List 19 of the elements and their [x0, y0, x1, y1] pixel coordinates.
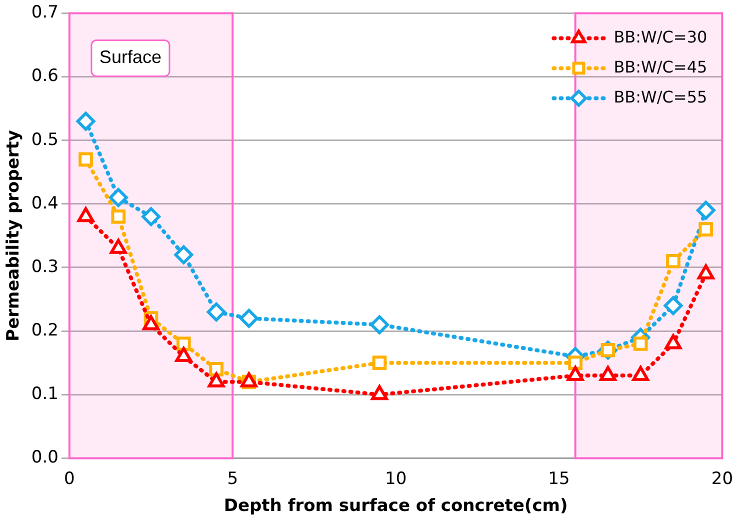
y-tick-label: 0.6	[31, 66, 58, 86]
y-axis-title: Permeability property	[4, 130, 24, 342]
y-tick-label: 0.7	[31, 2, 58, 23]
x-tick-label: 10	[384, 468, 407, 489]
x-tick-label: 5	[227, 468, 238, 489]
y-tick-label: 0.0	[31, 448, 58, 468]
x-tick-label: 20	[711, 468, 734, 489]
x-tick-label: 0	[64, 468, 75, 489]
y-tick-label: 0.5	[31, 130, 58, 150]
legend-label: BB:W/C=55	[614, 87, 708, 106]
legend-label: BB:W/C=30	[614, 27, 708, 46]
y-tick-label: 0.4	[31, 193, 58, 214]
y-tick-label: 0.1	[31, 384, 58, 404]
y-tick-label: 0.3	[31, 256, 58, 277]
annotation: Surface	[99, 47, 162, 68]
y-tick-label: 0.2	[31, 320, 58, 340]
x-axis-title: Depth from surface of concrete(cm)	[224, 496, 568, 516]
x-tick-label: 15	[548, 468, 570, 489]
legend-label: BB:W/C=45	[614, 57, 708, 76]
